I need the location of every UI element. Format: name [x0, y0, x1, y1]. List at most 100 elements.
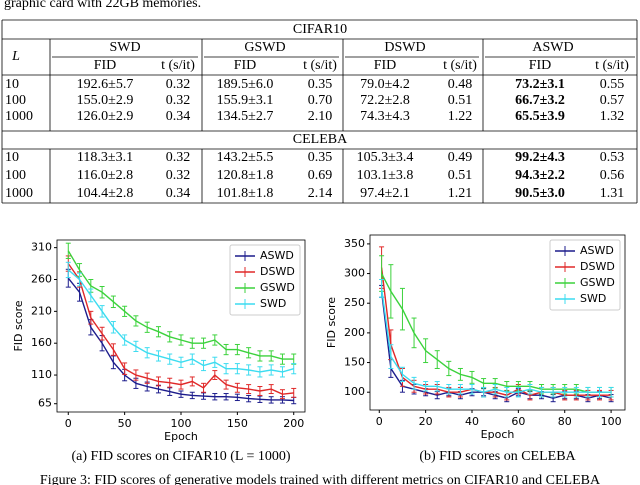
- figure-subcaption: (a) FID scores on CIFAR10 (L = 1000): [71, 449, 290, 464]
- x-tick-label: 100: [171, 417, 192, 430]
- table-cell: 0.32: [166, 150, 191, 165]
- x-axis-label: Epoch: [481, 428, 515, 441]
- y-axis-label: FID score: [12, 300, 25, 351]
- table-cell: 1.32: [600, 109, 625, 124]
- table-cell: 1.31: [600, 186, 625, 201]
- table-cell: 1.22: [448, 109, 473, 124]
- y-tick-label: 100: [344, 385, 365, 398]
- table-cell: 0.48: [448, 77, 473, 92]
- table-cell: 0.35: [308, 77, 333, 92]
- table-subheader: FID: [234, 58, 257, 73]
- x-tick-label: 20: [419, 415, 433, 428]
- table-cell: 79.0±4.2: [360, 77, 410, 92]
- table-cell: 134.5±2.7: [217, 109, 274, 124]
- x-tick-label: 40: [465, 415, 479, 428]
- legend-label: SWD: [580, 292, 606, 305]
- legend-label: GSWD: [260, 281, 295, 294]
- table-subheader: FID: [529, 58, 552, 73]
- y-tick-label: 250: [344, 296, 365, 309]
- x-tick-label: 80: [558, 415, 572, 428]
- x-tick-label: 150: [227, 417, 248, 430]
- table-cell: 0.35: [308, 150, 333, 165]
- table-subheader: t (s/it): [443, 58, 477, 73]
- legend-box: [549, 239, 621, 311]
- series-line: [67, 263, 294, 395]
- plot-frame: [369, 234, 626, 411]
- table-cell: 0.32: [166, 93, 191, 108]
- table-group-header: DSWD: [384, 40, 425, 55]
- table-cell: 0.34: [166, 186, 191, 201]
- table-cell: 0.51: [448, 168, 473, 183]
- x-tick-label: 200: [283, 417, 304, 430]
- y-tick-label: 150: [344, 356, 365, 369]
- table-cell: 90.5±3.0: [515, 186, 565, 201]
- table-cell: 100: [5, 168, 26, 183]
- text-top: graphic card with 22GB memories.: [4, 0, 201, 11]
- table-cell: 100: [5, 93, 26, 108]
- y-tick-label: 65: [38, 397, 52, 410]
- y-tick-label: 200: [344, 326, 365, 339]
- table-cell: 65.5±3.9: [515, 109, 565, 124]
- y-tick-label: 310: [31, 241, 52, 254]
- series-line: [380, 288, 612, 393]
- table-cell: 10: [5, 77, 19, 92]
- figure-caption: Figure 3: FID scores of generative model…: [40, 473, 601, 485]
- table-cell: 0.34: [166, 109, 191, 124]
- table-cell: 0.49: [448, 150, 473, 165]
- table-cell: 104.4±2.8: [77, 186, 134, 201]
- table-subheader: t (s/it): [303, 58, 337, 73]
- y-tick-label: 110: [31, 368, 52, 381]
- table-cell: 126.0±2.9: [77, 109, 134, 124]
- table-cell: 0.32: [166, 77, 191, 92]
- series: [379, 278, 614, 398]
- table-cell: 120.8±1.8: [217, 168, 274, 183]
- legend-label: SWD: [260, 297, 286, 310]
- table-cell: 0.70: [308, 93, 333, 108]
- table-section-title: CIFAR10: [293, 22, 347, 37]
- series-line: [380, 273, 612, 393]
- y-tick-label: 300: [344, 267, 365, 280]
- table-subheader: t (s/it): [161, 58, 195, 73]
- table-cell: 192.6±5.7: [77, 77, 134, 92]
- y-tick-label: 210: [31, 304, 52, 317]
- legend-label: GSWD: [580, 276, 615, 289]
- table-group-header: GSWD: [244, 40, 285, 55]
- y-tick-label: 350: [344, 237, 365, 250]
- table-section-title: CELEBA: [293, 132, 348, 147]
- y-tick-label: 260: [31, 272, 52, 285]
- y-tick-label: 160: [31, 336, 52, 349]
- series-line: [67, 269, 294, 373]
- legend-label: ASWD: [260, 249, 294, 262]
- x-axis-label: Epoch: [164, 430, 198, 443]
- table-cell: 0.32: [166, 168, 191, 183]
- table-cell: 118.3±3.1: [77, 150, 133, 165]
- table-cell: 66.7±3.2: [515, 93, 565, 108]
- series: [65, 242, 297, 365]
- table-cell: 143.2±5.5: [217, 150, 274, 165]
- table-subheader: FID: [94, 58, 117, 73]
- table-cell: 94.3±2.2: [515, 168, 565, 183]
- table-cell: 74.3±4.3: [360, 109, 410, 124]
- table-cell: 116.0±2.8: [77, 168, 133, 183]
- x-tick-label: 100: [601, 415, 622, 428]
- table-group-header: ASWD: [532, 40, 573, 55]
- table-cell: 0.51: [448, 93, 473, 108]
- table-cell: 0.55: [600, 77, 625, 92]
- table-cell: 99.2±4.3: [515, 150, 565, 165]
- x-tick-label: 60: [511, 415, 525, 428]
- legend-label: DSWD: [260, 265, 295, 278]
- x-tick-label: 0: [376, 415, 383, 428]
- table-cell: 155.0±2.9: [77, 93, 134, 108]
- figure-subcaption: (b) FID scores on CELEBA: [419, 449, 576, 464]
- table-subheader: t (s/it): [595, 58, 629, 73]
- y-axis-label: FID score: [325, 297, 338, 348]
- table-cell: 101.8±1.8: [217, 186, 274, 201]
- table-cell: 155.9±3.1: [217, 93, 274, 108]
- table-cell: 0.57: [600, 93, 625, 108]
- table-group-header: SWD: [109, 40, 140, 55]
- table-cell: 0.56: [600, 168, 625, 183]
- legend-box: [229, 244, 301, 316]
- x-tick-label: 50: [118, 417, 132, 430]
